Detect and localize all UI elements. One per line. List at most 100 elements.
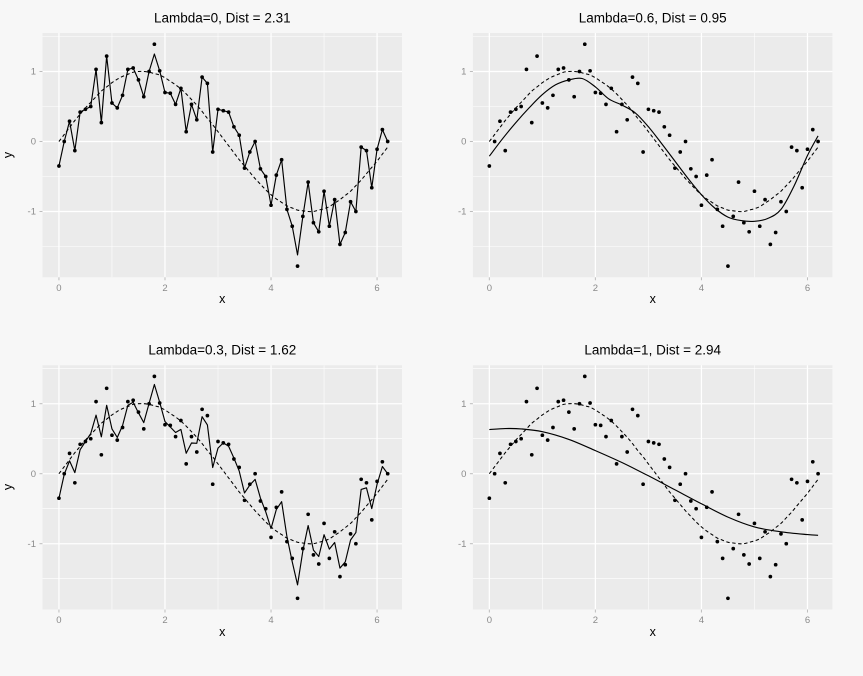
data-point — [662, 124, 667, 129]
panel-background — [42, 365, 402, 610]
data-point — [290, 224, 295, 229]
panels-layer: 0 2 4 6 -1 0 1 0 2 4 6 -1 0 1 0 2 4 6 -1 0 1 0 2 4 6 -1 0 1 — [28, 33, 833, 626]
panel-background — [472, 365, 833, 610]
data-point — [78, 442, 82, 447]
scatter-points — [57, 374, 390, 601]
data-point — [237, 133, 242, 138]
data-point — [364, 148, 369, 153]
data-point — [322, 521, 326, 526]
data-point — [184, 462, 189, 466]
data-point — [88, 436, 93, 441]
data-point — [715, 539, 720, 544]
data-point — [126, 399, 130, 404]
data-point — [72, 148, 77, 153]
data-point — [773, 230, 778, 235]
true-sine-dashed-line — [58, 70, 389, 213]
data-point — [72, 480, 77, 485]
data-point — [545, 438, 550, 442]
y-tick-label: 1 — [31, 67, 36, 78]
data-point — [572, 427, 577, 431]
data-point — [757, 224, 762, 229]
data-point — [614, 462, 619, 466]
data-point — [200, 75, 204, 79]
data-point — [57, 496, 61, 501]
data-point — [588, 401, 592, 405]
data-point — [327, 224, 332, 229]
data-point — [221, 108, 226, 113]
data-point — [327, 556, 332, 561]
data-point — [359, 477, 364, 482]
data-point — [673, 498, 677, 503]
data-point — [784, 209, 789, 214]
data-point — [704, 505, 709, 510]
data-point — [269, 535, 273, 540]
data-point — [263, 506, 268, 511]
y-axis-title-top: y — [1, 151, 15, 158]
data-point — [635, 81, 640, 86]
data-point — [683, 139, 688, 144]
scatter-points — [487, 374, 820, 601]
data-point — [205, 413, 210, 418]
data-point — [94, 399, 98, 404]
data-point — [269, 203, 273, 208]
data-point — [736, 512, 741, 517]
data-point — [598, 423, 603, 428]
data-point — [194, 450, 199, 454]
data-point — [524, 67, 529, 72]
data-point — [805, 479, 810, 484]
data-point — [67, 451, 72, 456]
y-axis-title-bottom: y — [1, 483, 15, 490]
data-point — [678, 482, 683, 487]
data-point — [572, 94, 577, 99]
data-point — [561, 398, 566, 403]
data-point — [247, 482, 252, 487]
data-point — [210, 482, 215, 487]
x-tick-label: 6 — [805, 615, 810, 626]
data-point — [343, 562, 348, 567]
data-point — [99, 452, 104, 457]
data-point — [492, 471, 497, 476]
data-point — [253, 139, 257, 144]
data-point — [582, 42, 587, 47]
axis-ticks-and-labels: 0 2 4 6 -1 0 1 — [28, 399, 380, 626]
data-point — [232, 124, 236, 129]
data-point — [253, 471, 257, 476]
data-point — [535, 386, 539, 391]
panel-background — [42, 33, 402, 278]
data-point — [306, 180, 310, 184]
data-point — [375, 147, 379, 152]
panel-lambda-0.3: 0 2 4 6 -1 0 1 — [28, 365, 402, 626]
panel-background — [472, 33, 833, 278]
data-point — [364, 480, 369, 485]
data-point — [104, 386, 109, 391]
data-point — [556, 67, 561, 72]
data-point — [789, 145, 794, 149]
data-point — [768, 242, 773, 247]
data-point — [57, 164, 61, 168]
data-point — [763, 529, 767, 534]
data-point — [205, 81, 210, 86]
data-point — [688, 499, 693, 503]
axis-ticks-and-labels: 0 2 4 6 -1 0 1 — [28, 67, 380, 294]
x-tick-label: 6 — [374, 615, 379, 626]
data-point — [784, 541, 789, 546]
y-tick-label: -1 — [28, 207, 36, 218]
data-point — [147, 69, 151, 74]
data-point — [263, 174, 268, 179]
x-axis-title-bottom-right: x — [650, 625, 657, 639]
data-point — [295, 264, 300, 268]
data-point — [369, 185, 374, 190]
y-tick-label: 0 — [31, 469, 36, 480]
data-point — [385, 471, 390, 476]
data-point — [221, 441, 226, 445]
data-point — [189, 434, 194, 439]
data-point — [513, 439, 518, 444]
data-point — [773, 562, 778, 567]
scatter-points — [57, 42, 390, 268]
data-point — [657, 110, 661, 114]
data-point — [258, 166, 263, 171]
data-point — [62, 471, 67, 476]
data-point — [625, 117, 630, 122]
data-point — [147, 401, 151, 406]
data-point — [810, 127, 815, 132]
